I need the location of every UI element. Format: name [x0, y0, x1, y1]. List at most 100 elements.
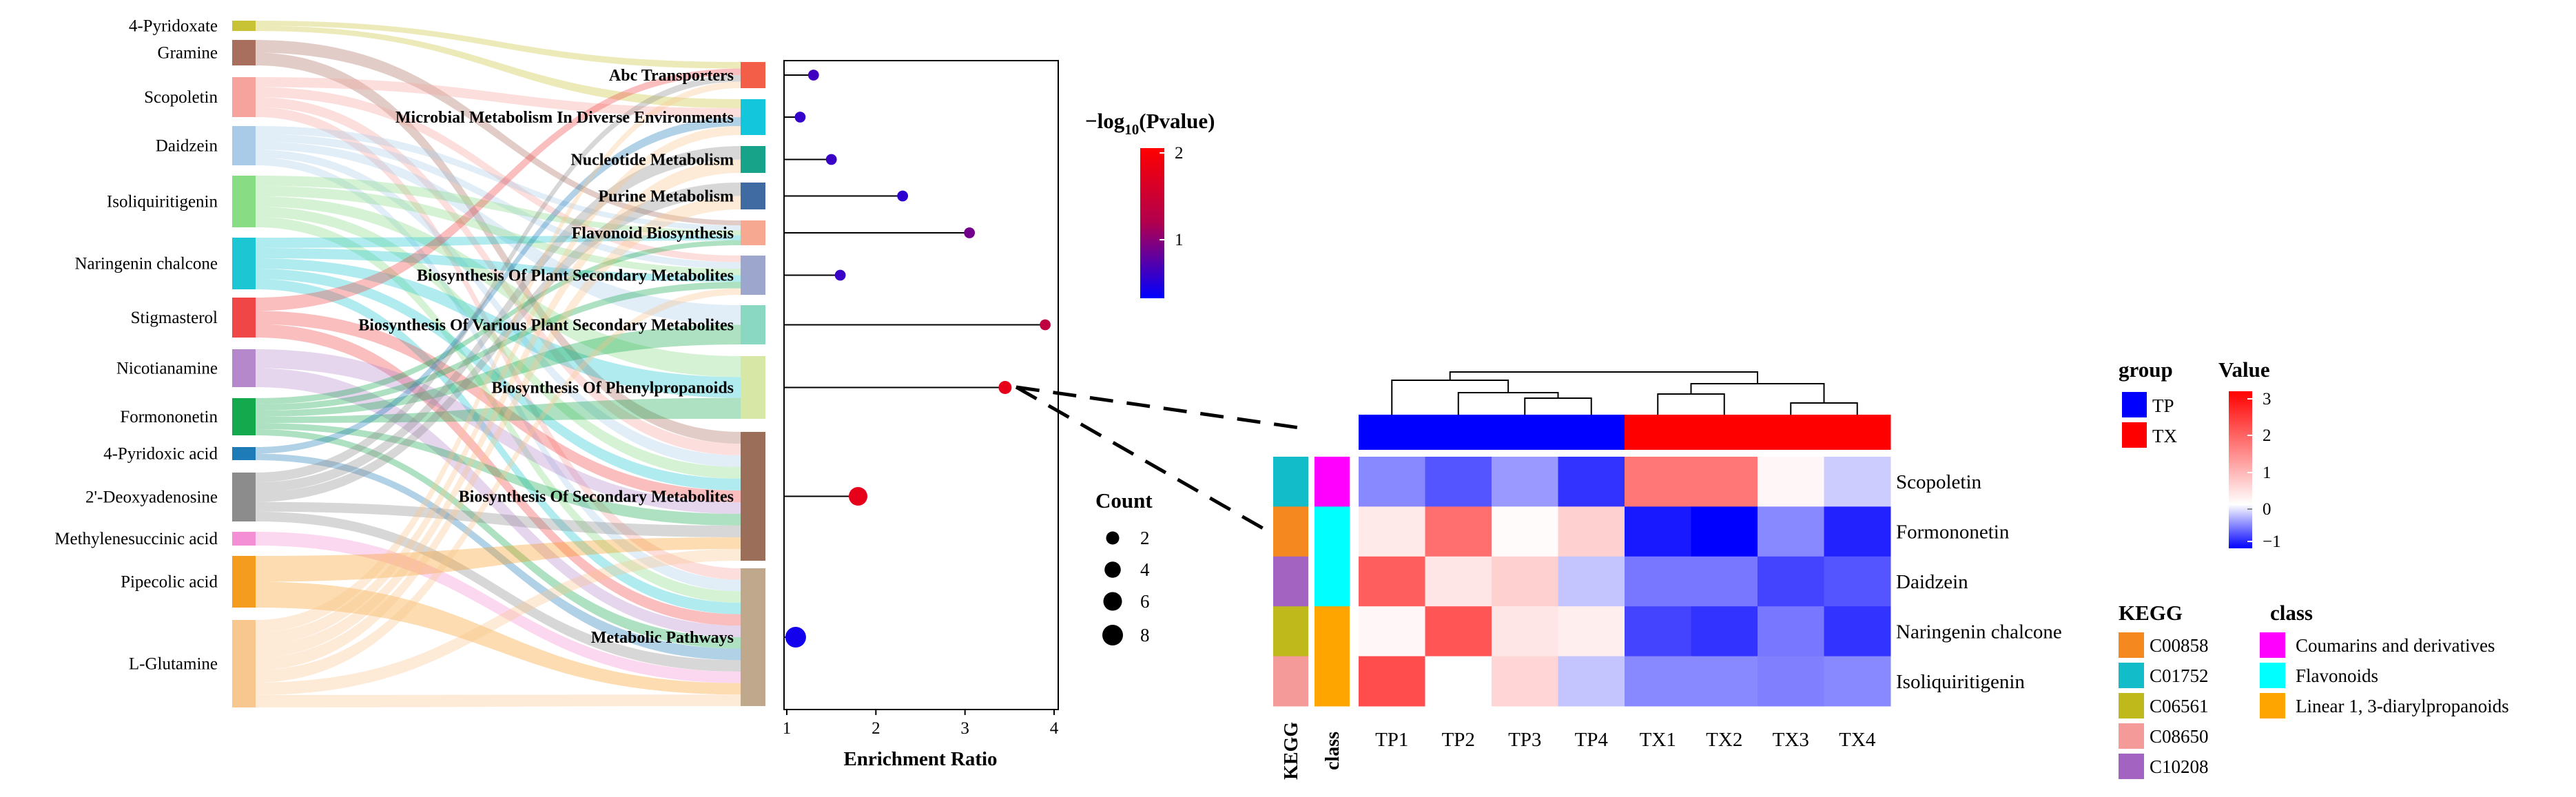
value-colorbar-tick-label: −1	[2263, 532, 2281, 551]
kegg-legend-swatch	[2119, 723, 2144, 749]
source-node	[232, 532, 256, 546]
heatmap-cell	[1691, 556, 1758, 607]
heatmap-cell	[1359, 556, 1425, 607]
class-annotation-cell	[1315, 606, 1350, 657]
source-node	[232, 447, 256, 460]
x-tick-label: 4	[1050, 719, 1059, 738]
heatmap-cell	[1425, 656, 1492, 707]
sankey-link	[256, 134, 741, 269]
source-node-label: Nicotianamine	[116, 360, 218, 378]
target-node	[741, 256, 765, 295]
target-node	[741, 99, 765, 135]
group-annotation-cell	[1492, 415, 1558, 450]
sankey-link	[256, 258, 741, 398]
sankey-link	[256, 324, 741, 626]
target-node-label: Metabolic Pathways	[591, 629, 734, 647]
source-node-label: Isoliquiritigenin	[107, 193, 218, 211]
target-node	[741, 220, 765, 245]
group-legend-label: TX	[2152, 426, 2177, 446]
kegg-annotation-cell	[1273, 457, 1308, 507]
heatmap-cell	[1492, 506, 1558, 557]
sankey-link	[256, 269, 741, 490]
heatmap-cell	[1425, 556, 1492, 607]
group-legend-swatch	[2122, 392, 2147, 417]
value-colorbar	[2229, 391, 2252, 548]
sankey-link	[256, 694, 741, 707]
source-node	[232, 126, 256, 165]
sankey-link	[256, 68, 741, 311]
heatmap-col-label: TX4	[1839, 729, 1876, 751]
sankey-link	[256, 397, 741, 423]
dendrogram-branch	[1391, 380, 1509, 415]
group-legend-title: group	[2119, 358, 2173, 382]
x-tick-label: 2	[872, 719, 880, 738]
kegg-legend-swatch	[2119, 754, 2144, 779]
target-node-label: Nucleotide Metabolism	[570, 152, 734, 169]
pvalue-legend-title-prefix: −log	[1085, 109, 1125, 133]
heatmap-cell	[1359, 457, 1425, 507]
sankey-link	[256, 537, 741, 582]
sankey-link	[256, 240, 741, 404]
sankey-links	[256, 21, 741, 707]
sankey-link	[256, 453, 741, 661]
heatmap-cell	[1758, 656, 1824, 707]
sankey-link	[256, 159, 741, 658]
kegg-legend-label: C01752	[2150, 665, 2209, 686]
class-annotation-label: class	[1322, 732, 1343, 770]
class-annotation-cell	[1315, 556, 1350, 607]
kegg-legend-swatch	[2119, 632, 2144, 658]
heatmap-col-label: TP2	[1442, 729, 1475, 751]
source-node-label: Methylenesuccinic acid	[54, 530, 218, 548]
source-node-label: L-Glutamine	[129, 655, 218, 674]
sankey-link	[256, 196, 741, 670]
count-legend-label: 6	[1140, 591, 1150, 612]
heatmap-cell	[1625, 457, 1691, 507]
sankey-link	[256, 196, 741, 377]
heatmap-col-label: TX3	[1773, 729, 1809, 751]
heatmap-cell	[1625, 606, 1691, 657]
heatmap-cell	[1691, 656, 1758, 707]
heatmap-col-label: TX1	[1640, 729, 1676, 751]
class-annotation-cell	[1315, 457, 1350, 507]
source-node-label: Scopoletin	[144, 88, 218, 107]
source-node-label: Gramine	[158, 44, 218, 63]
lollipop-point	[794, 112, 806, 123]
group-legend-swatch	[2122, 422, 2147, 448]
target-node	[741, 356, 765, 419]
heatmap-col-label: TP3	[1508, 729, 1541, 751]
sankey-link	[256, 52, 741, 444]
source-node-label: Formononetin	[120, 408, 218, 426]
target-node	[741, 568, 765, 706]
count-legend-label: 2	[1140, 528, 1150, 548]
heatmap-cell	[1558, 506, 1625, 557]
value-legend-title: Value	[2218, 358, 2270, 382]
dendrogram-branch	[1657, 393, 1725, 415]
sankey-link	[256, 21, 741, 69]
count-legend-dot	[1104, 561, 1121, 578]
heatmap-row-label: Scopoletin	[1896, 471, 1982, 493]
heatmap-cell	[1758, 506, 1824, 557]
zoom-connector-lines	[1015, 385, 1305, 531]
sankey-link	[256, 311, 741, 502]
x-tick-label: 1	[783, 719, 792, 738]
sankey-link	[256, 126, 741, 645]
source-node	[232, 40, 256, 65]
sankey-link	[256, 368, 741, 637]
dendrogram-branch	[1457, 392, 1559, 415]
count-legend-label: 8	[1140, 625, 1150, 645]
group-annotation-cell	[1625, 415, 1691, 450]
lollipop-point	[807, 70, 819, 81]
group-annotation-cell	[1558, 415, 1625, 450]
heatmap-cell	[1758, 606, 1824, 657]
heatmap-cell	[1824, 656, 1891, 707]
kegg-legend-swatch	[2119, 663, 2144, 688]
heatmap-legends: group TP TX Value 3 2 1 0 −1 KEGG C00858 C01752 C065…	[2119, 358, 2509, 779]
target-node-label: Flavonoid Biosynthesis	[572, 225, 734, 242]
target-node-label: Purine Metabolism	[598, 188, 734, 206]
kegg-legend-label: C00858	[2150, 635, 2209, 656]
sankey-link	[256, 207, 741, 479]
sankey-link	[256, 186, 741, 276]
heatmap-cell	[1492, 606, 1558, 657]
heatmap-cell	[1824, 606, 1891, 657]
